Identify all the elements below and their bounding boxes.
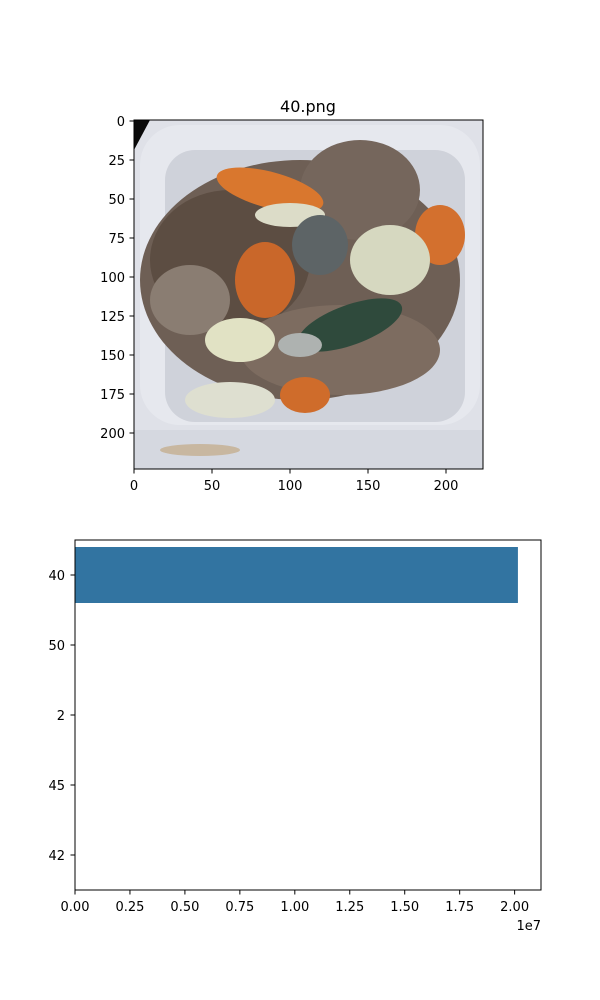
image-y-tick-label: 150 <box>100 349 125 364</box>
x-tick-label: 1.75 <box>445 900 474 915</box>
y-category-label: 40 <box>48 569 65 584</box>
image-y-tick-label: 100 <box>100 271 125 286</box>
bar-x-axis: 0.00 0.25 0.50 0.75 1.00 1.25 1.50 1.75 2.00 <box>61 890 529 915</box>
x-tick-label: 0.50 <box>170 900 199 915</box>
x-tick-label: 0.75 <box>225 900 254 915</box>
image-x-axis: 0 50 100 150 200 <box>130 469 459 494</box>
image-y-tick-label: 75 <box>108 232 125 247</box>
image-y-tick-label: 200 <box>100 427 125 442</box>
bar-40 <box>75 547 518 603</box>
image-panel: 40.png <box>100 97 484 494</box>
image-y-tick-label: 125 <box>100 310 125 325</box>
bar-y-axis: 40 50 2 45 42 <box>48 569 75 864</box>
x-tick-label: 1.25 <box>335 900 364 915</box>
image-x-tick-label: 50 <box>204 479 221 494</box>
y-category-label: 2 <box>57 709 65 724</box>
x-tick-label: 0.25 <box>115 900 144 915</box>
image-title: 40.png <box>280 97 336 116</box>
y-category-label: 50 <box>48 639 65 654</box>
image-y-tick-label: 0 <box>117 115 125 130</box>
bar-series <box>75 547 518 603</box>
image-frame <box>133 119 484 470</box>
image-x-tick-label: 200 <box>434 479 459 494</box>
x-offset-text: 1e7 <box>516 919 541 934</box>
image-y-tick-label: 25 <box>108 154 125 169</box>
image-x-tick-label: 0 <box>130 479 138 494</box>
y-category-label: 42 <box>48 849 65 864</box>
image-x-tick-label: 150 <box>356 479 381 494</box>
image-y-axis: 0 25 50 75 100 125 150 175 200 <box>100 115 134 442</box>
x-tick-label: 1.50 <box>390 900 419 915</box>
image-y-tick-label: 175 <box>100 388 125 403</box>
y-category-label: 45 <box>48 779 65 794</box>
image-y-tick-label: 50 <box>108 193 125 208</box>
food-photo <box>134 120 483 469</box>
x-tick-label: 2.00 <box>500 900 529 915</box>
bar-chart-panel: 40 50 2 45 42 0.00 0.25 0.50 0.75 1.00 1.25 1.50 1.… <box>48 539 542 934</box>
x-tick-label: 0.00 <box>61 900 90 915</box>
image-x-tick-label: 100 <box>278 479 303 494</box>
x-tick-label: 1.00 <box>280 900 309 915</box>
